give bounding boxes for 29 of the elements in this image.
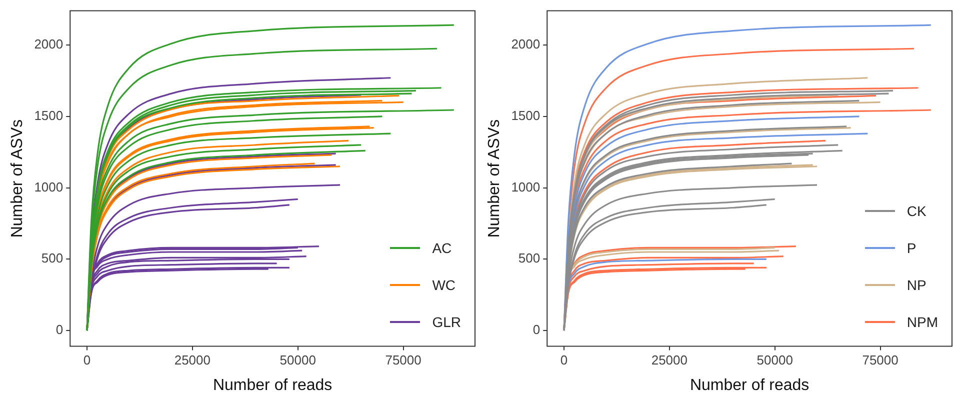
y-tick-label: 1500 — [34, 108, 64, 123]
x-tick-label: 75000 — [862, 352, 898, 368]
legend-label: NP — [906, 276, 926, 293]
x-tick-label: 25000 — [174, 352, 211, 368]
y-tick-label: 500 — [41, 250, 64, 266]
y-tick-label: 500 — [518, 250, 540, 266]
legend-label: WC — [432, 276, 456, 293]
legend-label: NPM — [906, 314, 938, 330]
legend-label: CK — [906, 202, 926, 219]
x-tick-label: 0 — [83, 352, 91, 368]
legend-label: P — [906, 240, 916, 256]
y-tick-label: 1000 — [34, 179, 64, 194]
y-tick-label: 0 — [532, 322, 540, 338]
y-axis-title: Number of ASVs — [9, 119, 26, 238]
x-tick-label: 75000 — [385, 352, 422, 368]
legend-label: AC — [432, 240, 452, 256]
y-tick-label: 0 — [56, 322, 64, 338]
y-axis-title: Number of ASVs — [486, 119, 504, 238]
x-tick-label: 50000 — [280, 352, 316, 368]
y-tick-label: 2000 — [34, 36, 64, 52]
y-tick-label: 1000 — [511, 179, 540, 194]
x-axis-title: Number of reads — [212, 376, 332, 394]
y-tick-label: 2000 — [511, 36, 540, 52]
y-tick-label: 1500 — [511, 108, 540, 123]
x-tick-label: 50000 — [756, 352, 793, 368]
legend-label: GLR — [432, 314, 461, 330]
x-tick-label: 0 — [560, 352, 568, 368]
x-tick-label: 25000 — [651, 352, 688, 368]
x-axis-title: Number of reads — [690, 376, 810, 394]
